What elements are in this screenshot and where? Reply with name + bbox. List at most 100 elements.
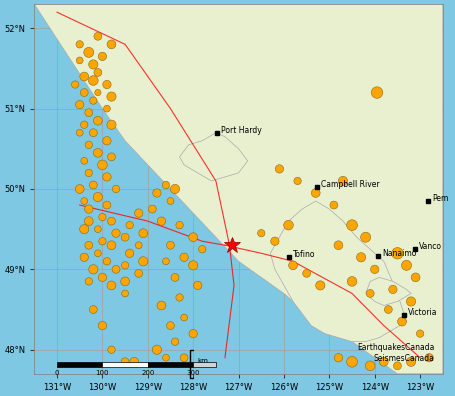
- Point: [276, 166, 283, 172]
- Point: [76, 41, 83, 48]
- Point: [167, 242, 174, 248]
- Point: [303, 270, 310, 276]
- Point: [330, 202, 338, 208]
- Point: [90, 266, 97, 272]
- Point: [85, 218, 92, 224]
- Point: [94, 226, 101, 232]
- Point: [407, 298, 415, 305]
- Bar: [102, 362, 148, 367]
- Text: km: km: [198, 358, 208, 364]
- Point: [108, 122, 115, 128]
- Point: [149, 206, 156, 212]
- Point: [135, 210, 142, 216]
- Point: [99, 53, 106, 59]
- Point: [135, 270, 142, 276]
- Point: [76, 57, 83, 64]
- Point: [312, 190, 319, 196]
- Point: [99, 162, 106, 168]
- Text: 300: 300: [187, 370, 200, 376]
- Point: [167, 322, 174, 329]
- Point: [374, 89, 381, 96]
- Point: [85, 206, 92, 212]
- Point: [108, 346, 115, 353]
- Point: [371, 266, 379, 272]
- Text: EarthquakesCanada
SeismesCanada: EarthquakesCanada SeismesCanada: [357, 343, 435, 363]
- Text: Campbell River: Campbell River: [321, 181, 380, 189]
- Point: [76, 129, 83, 136]
- Point: [339, 178, 347, 184]
- Point: [389, 286, 397, 293]
- Point: [416, 330, 424, 337]
- Point: [81, 198, 88, 204]
- Point: [121, 234, 129, 240]
- Point: [94, 118, 101, 124]
- Text: Nanaimo: Nanaimo: [382, 249, 416, 259]
- Point: [367, 363, 374, 369]
- Point: [108, 154, 115, 160]
- Point: [162, 258, 170, 265]
- Point: [103, 137, 111, 144]
- Point: [285, 222, 292, 228]
- Point: [181, 254, 188, 261]
- Point: [121, 359, 129, 365]
- Point: [349, 222, 356, 228]
- Point: [190, 330, 197, 337]
- Bar: [57, 362, 102, 367]
- Bar: [148, 362, 193, 367]
- Point: [121, 278, 129, 285]
- Point: [412, 274, 419, 280]
- Point: [335, 354, 342, 361]
- Point: [176, 222, 183, 228]
- Point: [181, 314, 188, 321]
- Point: [158, 218, 165, 224]
- Point: [90, 97, 97, 104]
- Point: [108, 218, 115, 224]
- Text: Pem: Pem: [432, 194, 449, 203]
- Point: [380, 359, 388, 365]
- Polygon shape: [180, 133, 248, 181]
- Point: [94, 89, 101, 96]
- Point: [85, 278, 92, 285]
- Point: [153, 190, 161, 196]
- Point: [108, 282, 115, 289]
- Point: [81, 254, 88, 261]
- Point: [199, 246, 206, 252]
- Point: [176, 294, 183, 301]
- Point: [172, 274, 179, 280]
- Point: [103, 202, 111, 208]
- Text: Tofino: Tofino: [293, 250, 315, 259]
- Point: [349, 359, 356, 365]
- Point: [394, 250, 401, 257]
- Point: [112, 266, 120, 272]
- Point: [362, 234, 369, 240]
- Point: [81, 158, 88, 164]
- Point: [349, 278, 356, 285]
- Point: [289, 262, 297, 268]
- Point: [394, 363, 401, 369]
- Point: [153, 346, 161, 353]
- Point: [85, 109, 92, 116]
- Point: [94, 150, 101, 156]
- Point: [90, 77, 97, 84]
- Point: [258, 230, 265, 236]
- Point: [358, 254, 365, 261]
- Point: [317, 282, 324, 289]
- Point: [108, 93, 115, 100]
- Point: [94, 33, 101, 40]
- Point: [108, 242, 115, 248]
- Point: [271, 238, 278, 244]
- Point: [90, 182, 97, 188]
- Point: [112, 230, 120, 236]
- Point: [140, 230, 147, 236]
- Point: [126, 250, 133, 257]
- Text: 0: 0: [55, 370, 59, 376]
- Point: [335, 242, 342, 248]
- Point: [90, 307, 97, 313]
- Point: [162, 354, 170, 361]
- Point: [81, 122, 88, 128]
- Point: [90, 61, 97, 68]
- Point: [140, 258, 147, 265]
- Point: [99, 322, 106, 329]
- Point: [294, 178, 301, 184]
- Point: [99, 274, 106, 280]
